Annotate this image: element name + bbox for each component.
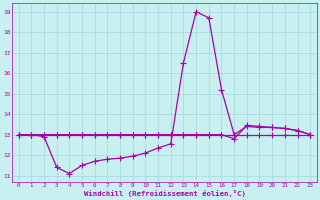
X-axis label: Windchill (Refroidissement éolien,°C): Windchill (Refroidissement éolien,°C)	[84, 190, 245, 197]
